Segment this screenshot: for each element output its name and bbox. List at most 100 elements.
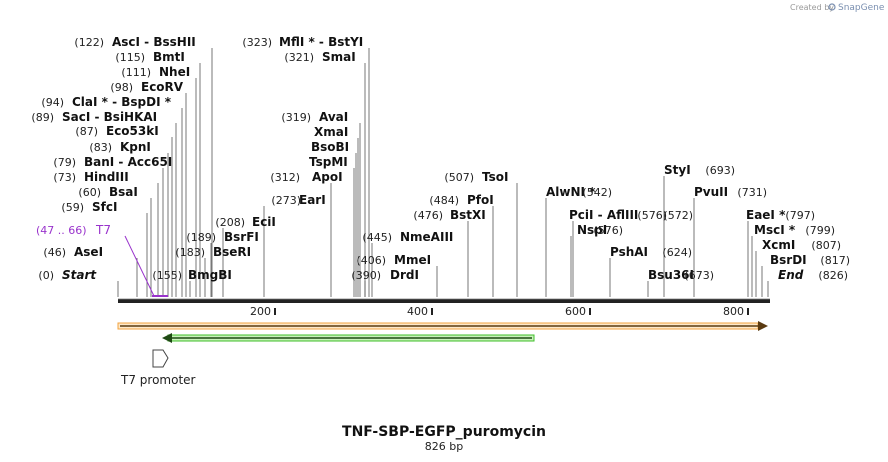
enzyme-label[interactable]: TspMI — [309, 155, 348, 169]
enzyme-label[interactable]: EcoRV — [141, 80, 184, 94]
site-position: (208) — [215, 216, 245, 229]
enzyme-label[interactable]: BseRI — [213, 245, 251, 259]
feature-green-arrow[interactable] — [162, 333, 535, 343]
site-position: (576) — [637, 209, 667, 222]
enzyme-label[interactable]: PciI - AflIII — [569, 208, 638, 222]
site-position: (484) — [429, 194, 459, 207]
site-position: (60) — [78, 186, 101, 199]
enzyme-label[interactable]: AvaI — [319, 110, 348, 124]
enzyme-label[interactable]: PvuII — [694, 185, 728, 199]
site-position: (98) — [110, 81, 133, 94]
enzyme-label[interactable]: TsoI — [482, 170, 508, 184]
site-position: (572) — [663, 209, 693, 222]
site-connectors — [117, 48, 769, 297]
site-position: (624) — [662, 246, 692, 259]
enzyme-label[interactable]: SmaI — [322, 50, 356, 64]
t7-name-label: T7 — [95, 223, 111, 237]
site-position: (73) — [53, 171, 76, 184]
enzyme-label[interactable]: MscI * — [754, 223, 796, 237]
enzyme-label[interactable]: Eco53kI — [106, 124, 159, 138]
site-position: (507) — [444, 171, 474, 184]
site-position: (46) — [43, 246, 66, 259]
tick-200: 200 — [250, 305, 271, 318]
site-position: (87) — [75, 125, 98, 138]
enzyme-label[interactable]: BsaI — [109, 185, 138, 199]
site-position: (406) — [356, 254, 386, 267]
enzyme-label[interactable]: NmeAIII — [400, 230, 453, 244]
sequence-backbone — [118, 299, 770, 303]
snapgene-brand: SnapGene — [838, 3, 885, 13]
site-position: (79) — [53, 156, 76, 169]
site-position: (319) — [281, 111, 311, 124]
enzyme-label[interactable]: BmgBI — [188, 268, 232, 282]
site-position: (312) — [270, 171, 300, 184]
enzyme-label[interactable]: Start — [62, 268, 97, 282]
enzyme-label[interactable]: XmaI — [314, 125, 348, 139]
enzyme-label[interactable]: SfcI — [92, 200, 117, 214]
enzyme-label[interactable]: Bsu36I — [648, 268, 694, 282]
site-position: (476) — [413, 209, 443, 222]
site-position: (189) — [186, 231, 216, 244]
t7-range-label: (47 .. 66) — [36, 224, 87, 237]
enzyme-label[interactable]: StyI — [664, 163, 691, 177]
snapgene-logo-icon — [828, 3, 836, 11]
t7-promoter-arrow-icon[interactable] — [152, 349, 169, 368]
enzyme-label[interactable]: ClaI * - BspDI * — [72, 95, 172, 109]
site-position: (797) — [785, 209, 815, 222]
enzyme-label[interactable]: ApoI — [312, 170, 343, 184]
enzyme-label[interactable]: BsrFI — [224, 230, 259, 244]
enzyme-label[interactable]: End — [778, 268, 804, 282]
site-position: (122) — [74, 36, 104, 49]
t7-connector-line — [124, 235, 155, 297]
site-position: (323) — [242, 36, 272, 49]
enzyme-label[interactable]: MmeI — [394, 253, 431, 267]
enzyme-label[interactable]: XcmI — [762, 238, 795, 252]
site-position: (0) — [38, 269, 54, 282]
site-position: (59) — [61, 201, 84, 214]
enzyme-label[interactable]: EaeI * — [746, 208, 786, 222]
enzyme-label[interactable]: BsoBI — [311, 140, 349, 154]
t7-promoter-label: T7 promoter — [120, 373, 196, 387]
enzyme-label[interactable]: HindIII — [84, 170, 129, 184]
map-length: 826 bp — [425, 440, 463, 453]
enzyme-label[interactable]: NheI — [159, 65, 190, 79]
enzyme-label[interactable]: PfoI — [467, 193, 494, 207]
site-position: (731) — [737, 186, 767, 199]
enzyme-label[interactable]: KpnI — [120, 140, 151, 154]
site-position: (445) — [362, 231, 392, 244]
enzyme-label[interactable]: BstXI — [450, 208, 486, 222]
site-position: (115) — [115, 51, 145, 64]
enzyme-label[interactable]: BmtI — [153, 50, 185, 64]
enzyme-label[interactable]: AscI - BssHII — [112, 35, 196, 49]
enzyme-label[interactable]: SacI - BsiHKAI — [62, 110, 157, 124]
tick-400: 400 — [407, 305, 428, 318]
enzyme-label[interactable]: AlwNI * — [546, 185, 596, 199]
site-position: (111) — [121, 66, 151, 79]
ruler-ticks: 200 400 600 800 — [250, 305, 749, 318]
map-title: TNF-SBP-EGFP_puromycin — [342, 424, 546, 440]
site-position: (183) — [175, 246, 205, 259]
site-position: (817) — [820, 254, 850, 267]
enzyme-label[interactable]: AseI — [74, 245, 103, 259]
site-position: (673) — [684, 269, 714, 282]
enzyme-label[interactable]: DrdI — [390, 268, 419, 282]
site-position: (576) — [593, 224, 623, 237]
site-position: (542) — [582, 186, 612, 199]
enzyme-label[interactable]: BanI - Acc65I — [84, 155, 172, 169]
tick-600: 600 — [565, 305, 586, 318]
tick-800: 800 — [723, 305, 744, 318]
site-position: (83) — [89, 141, 112, 154]
enzyme-label[interactable]: MflI * - BstYI — [279, 35, 363, 49]
site-position: (693) — [705, 164, 735, 177]
feature-orange-arrow[interactable] — [117, 321, 768, 331]
site-position: (155) — [152, 269, 182, 282]
site-position: (390) — [351, 269, 381, 282]
enzyme-label[interactable]: BsrDI — [770, 253, 807, 267]
site-position: (799) — [805, 224, 835, 237]
site-position: (273) — [271, 194, 301, 207]
enzyme-label[interactable]: PshAI — [610, 245, 648, 259]
enzyme-label[interactable]: EarI — [299, 193, 326, 207]
enzyme-label[interactable]: EciI — [252, 215, 276, 229]
enzyme-label[interactable]: NspI — [577, 223, 607, 237]
